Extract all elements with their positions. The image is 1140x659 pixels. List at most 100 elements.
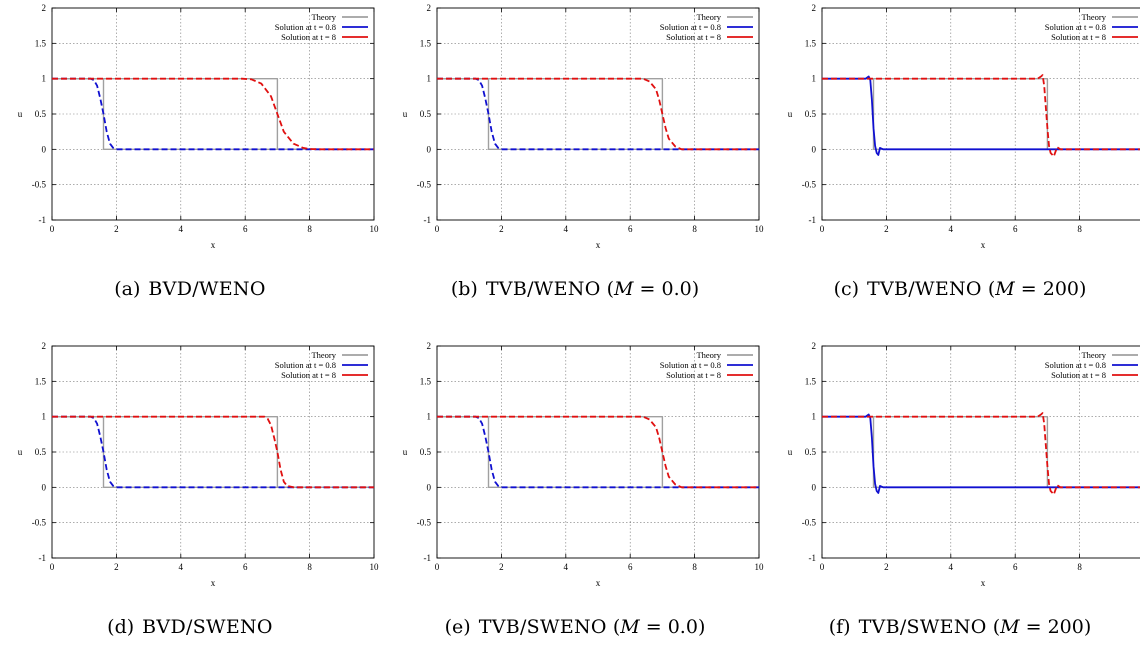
caption-method: TVB/SWENO — [479, 616, 607, 638]
legend-label: Theory — [1081, 12, 1106, 22]
caption-label: (c) — [834, 278, 859, 300]
x-tick-label: 6 — [628, 562, 633, 572]
x-tick-label: 4 — [949, 224, 954, 234]
y-axis-label: u — [788, 109, 793, 119]
caption-label: (b) — [451, 278, 478, 300]
y-tick-label: -1 — [424, 215, 432, 225]
x-tick-label: 0 — [435, 224, 440, 234]
x-tick-label: 8 — [1077, 562, 1082, 572]
caption-label: (d) — [107, 616, 134, 638]
x-tick-label: 10 — [755, 224, 765, 234]
x-tick-label: 10 — [370, 562, 380, 572]
x-tick-label: 2 — [499, 224, 504, 234]
caption-method: TVB/SWENO — [859, 616, 987, 638]
legend-label: Solution at t = 8 — [1051, 32, 1106, 42]
legend-label: Solution at t = 0.8 — [275, 22, 336, 32]
x-tick-label: 0 — [435, 562, 440, 572]
x-tick-label: 10 — [755, 562, 765, 572]
y-axis-label: u — [18, 109, 23, 119]
series-line-3 — [822, 75, 1140, 156]
x-tick-label: 8 — [692, 224, 697, 234]
legend-label: Solution at t = 0.8 — [660, 360, 721, 370]
legend-label: Theory — [696, 350, 721, 360]
y-tick-label: 1 — [42, 412, 47, 422]
legend-label: Theory — [311, 12, 336, 22]
x-tick-label: 0 — [50, 224, 55, 234]
x-tick-label: 6 — [1013, 562, 1018, 572]
y-tick-label: 1 — [427, 412, 432, 422]
y-tick-label: -0.5 — [802, 518, 817, 528]
y-tick-label: 1 — [812, 74, 817, 84]
x-tick-label: 10 — [370, 224, 380, 234]
legend-label: Theory — [1081, 350, 1106, 360]
y-tick-label: -1 — [39, 553, 47, 563]
y-tick-label: 2 — [42, 3, 47, 13]
y-tick-label: 1 — [42, 74, 47, 84]
y-tick-label: 0 — [812, 144, 817, 154]
series-line-3 — [822, 413, 1140, 494]
x-tick-label: 8 — [692, 562, 697, 572]
y-tick-label: 0 — [427, 482, 432, 492]
caption-method: TVB/WENO — [486, 278, 601, 300]
legend-label: Theory — [311, 350, 336, 360]
caption-label: (e) — [445, 616, 471, 638]
x-tick-label: 4 — [564, 224, 569, 234]
x-tick-label: 6 — [243, 562, 248, 572]
x-axis-label: x — [596, 578, 601, 588]
y-tick-label: 2 — [42, 341, 47, 351]
legend-label: Solution at t = 0.8 — [1045, 22, 1106, 32]
y-tick-label: -1 — [39, 215, 47, 225]
x-tick-label: 2 — [884, 562, 889, 572]
y-axis-label: u — [18, 447, 23, 457]
legend-label: Solution at t = 0.8 — [660, 22, 721, 32]
legend-label: Solution at t = 8 — [1051, 370, 1106, 380]
y-tick-label: 0.5 — [805, 447, 817, 457]
series-line-2 — [822, 415, 1140, 494]
legend-label: Solution at t = 8 — [666, 32, 721, 42]
x-tick-label: 0 — [820, 562, 825, 572]
caption-m-value: = 0.0 — [640, 616, 698, 638]
y-tick-label: 0 — [427, 144, 432, 154]
y-axis-label: u — [403, 109, 408, 119]
caption-method: TVB/WENO — [867, 278, 982, 300]
caption-label: (a) — [114, 278, 140, 300]
x-tick-label: 8 — [1077, 224, 1082, 234]
y-tick-label: -0.5 — [417, 518, 432, 528]
x-tick-label: 4 — [179, 224, 184, 234]
caption-method: BVD/SWENO — [142, 616, 273, 638]
legend-label: Theory — [696, 12, 721, 22]
x-tick-label: 6 — [628, 224, 633, 234]
legend-label: Solution at t = 8 — [281, 370, 336, 380]
y-tick-label: 0.5 — [35, 447, 47, 457]
y-tick-label: -0.5 — [32, 518, 47, 528]
x-axis-label: x — [981, 578, 986, 588]
x-tick-label: 0 — [50, 562, 55, 572]
caption-method: BVD/WENO — [148, 278, 265, 300]
legend-label: Solution at t = 0.8 — [275, 360, 336, 370]
legend-label: Solution at t = 0.8 — [1045, 360, 1106, 370]
x-tick-label: 2 — [114, 224, 119, 234]
y-axis-label: u — [788, 447, 793, 457]
x-tick-label: 4 — [564, 562, 569, 572]
y-tick-label: 0.5 — [35, 109, 47, 119]
y-axis-label: u — [403, 447, 408, 457]
x-tick-label: 2 — [499, 562, 504, 572]
y-tick-label: 2 — [812, 341, 817, 351]
caption-m-value: = 200 — [1020, 616, 1084, 638]
y-tick-label: 0.5 — [420, 447, 432, 457]
x-axis-label: x — [211, 240, 216, 250]
y-tick-label: 0 — [42, 144, 47, 154]
y-tick-label: 1.5 — [35, 376, 47, 386]
y-tick-label: 0.5 — [420, 109, 432, 119]
y-tick-label: 1.5 — [805, 376, 817, 386]
x-tick-label: 0 — [820, 224, 825, 234]
